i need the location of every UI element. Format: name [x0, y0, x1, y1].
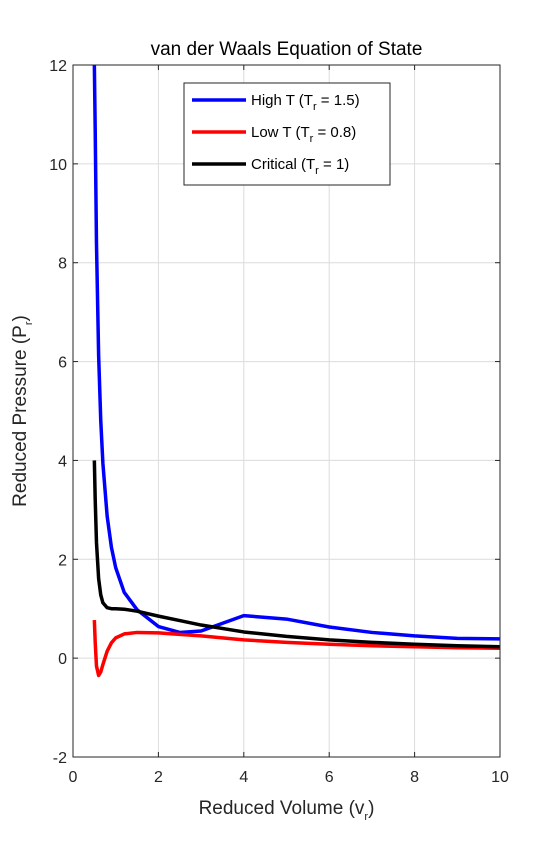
legend: High T (Tr = 1.5) Low T (Tr = 0.8) Criti… — [183, 82, 391, 186]
series-line-low-t — [92, 620, 500, 678]
x-tick-label: 4 — [239, 769, 248, 786]
y-tick-label: 12 — [49, 58, 67, 75]
y-tick-label: 6 — [58, 355, 67, 372]
x-axis-label-main: Reduced Volume (v — [199, 798, 365, 819]
chart-title: van der Waals Equation of State — [151, 39, 423, 60]
x-axis-label-end: ) — [368, 798, 374, 819]
x-tick-label: 0 — [69, 769, 78, 786]
y-tick-label: 2 — [58, 552, 67, 569]
y-tick-label: 0 — [58, 651, 67, 668]
axes-box — [72, 64, 501, 758]
y-axis-label: Reduced Pressure (Pr) — [10, 315, 35, 507]
y-axis-label-sub: r — [23, 321, 35, 325]
x-tick-label: 6 — [325, 769, 334, 786]
legend-entry-high-t: High T (Tr = 1.5) — [251, 92, 360, 113]
series-layer — [92, 65, 500, 678]
y-tick-label: 8 — [58, 256, 67, 273]
legend-entry-low-t: Low T (Tr = 0.8) — [251, 124, 356, 145]
x-axis-label: Reduced Volume (vr) — [199, 798, 375, 823]
y-tick-label: 10 — [49, 157, 67, 174]
y-axis-label-end: ) — [10, 315, 31, 321]
legend-entry-critical: Critical (Tr = 1) — [251, 156, 349, 177]
y-axis-label-main: Reduced Pressure (P — [10, 325, 31, 507]
y-tick-label: -2 — [53, 750, 67, 767]
x-tick-label: 8 — [410, 769, 419, 786]
x-tick-label: 2 — [154, 769, 163, 786]
x-axis-label-sub: r — [364, 811, 368, 823]
series-line-critical — [92, 460, 500, 649]
x-tick-label: 10 — [491, 769, 509, 786]
y-tick-label: 4 — [58, 453, 67, 470]
